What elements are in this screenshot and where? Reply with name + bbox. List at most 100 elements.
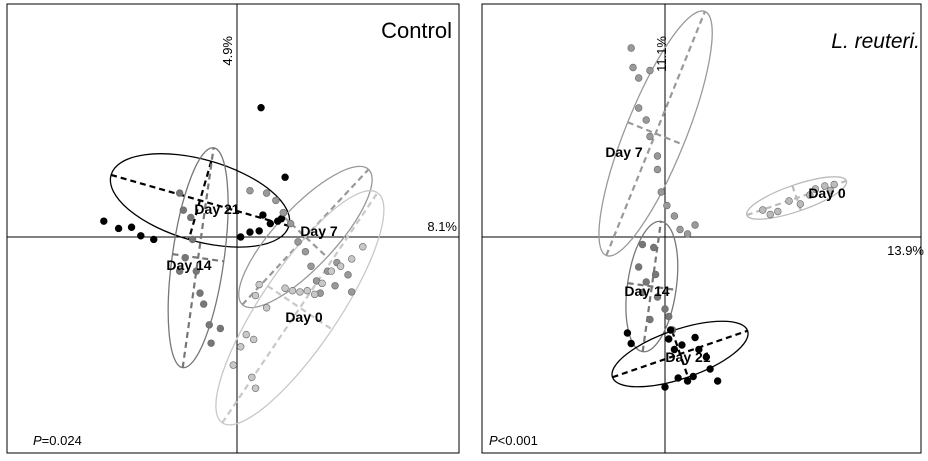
point-day-14	[192, 267, 201, 275]
point-day-0	[811, 185, 820, 193]
point-day-0	[348, 255, 356, 263]
point-day-14	[650, 243, 658, 252]
point-day-0	[759, 206, 767, 214]
point-day-7	[279, 208, 287, 217]
ellipse-minor-axis	[627, 121, 684, 146]
point-day-0	[796, 200, 805, 208]
p-value-label: P<0.001	[489, 433, 538, 448]
point-day-21	[259, 211, 267, 219]
point-day-7	[301, 247, 310, 256]
point-day-0	[251, 291, 260, 300]
point-day-14	[200, 300, 208, 308]
point-day-0	[336, 262, 345, 270]
group-label-day-14: Day 14	[624, 283, 669, 299]
point-day-7	[670, 212, 679, 220]
point-day-21	[127, 223, 136, 231]
point-day-7	[691, 221, 699, 229]
group-label-day-7: Day 7	[605, 144, 643, 160]
ellipse-minor-axis	[267, 285, 333, 331]
point-day-21	[246, 228, 254, 236]
point-day-7	[657, 188, 665, 196]
point-day-0	[288, 286, 297, 295]
point-day-21	[706, 365, 714, 373]
point-day-21	[100, 217, 108, 225]
point-day-14	[651, 270, 660, 279]
point-day-14	[216, 324, 225, 333]
point-day-21	[137, 232, 145, 240]
point-day-14	[179, 206, 188, 214]
point-day-21	[661, 383, 669, 391]
point-day-21	[150, 235, 158, 244]
point-day-0	[255, 280, 263, 289]
point-day-21	[114, 224, 123, 233]
point-day-0	[826, 186, 835, 195]
point-day-21	[702, 353, 711, 361]
point-day-14	[181, 254, 189, 262]
point-day-0	[242, 330, 250, 339]
point-day-14	[175, 267, 184, 275]
point-day-7	[627, 44, 635, 52]
x-axis-variance-label: 13.9%	[887, 243, 924, 258]
point-day-7	[646, 66, 654, 75]
point-day-7	[663, 201, 671, 210]
ellipse-day-0	[215, 190, 385, 426]
point-day-0	[303, 286, 311, 295]
point-day-0	[237, 343, 245, 351]
point-day-7	[286, 219, 295, 228]
point-day-21	[713, 377, 722, 385]
point-day-21	[665, 335, 673, 343]
p-symbol: P	[489, 433, 498, 448]
point-day-0	[229, 361, 238, 369]
ellipse-minor-axis	[187, 160, 213, 240]
point-day-14	[205, 321, 213, 329]
ellipse-minor-axis	[172, 253, 224, 263]
p-value: =0.024	[42, 433, 82, 448]
point-day-7	[262, 189, 271, 197]
point-day-21	[695, 345, 703, 354]
point-day-0	[359, 243, 367, 251]
point-day-0	[766, 210, 774, 219]
point-day-14	[665, 312, 673, 321]
point-day-21	[689, 372, 697, 381]
p-symbol: P	[33, 433, 42, 448]
point-day-0	[318, 279, 326, 288]
point-day-0	[311, 290, 319, 299]
ellipse-day-14	[167, 147, 229, 369]
point-day-14	[634, 263, 643, 271]
point-day-7	[294, 238, 302, 246]
point-day-14	[207, 339, 215, 347]
point-day-0	[806, 191, 814, 199]
point-day-21	[691, 333, 699, 342]
point-day-14	[187, 213, 195, 222]
point-day-7	[646, 132, 654, 141]
point-day-21	[670, 345, 679, 354]
point-day-21	[678, 341, 686, 349]
point-day-21	[683, 377, 692, 385]
group-label-day-21: Day 21	[194, 201, 239, 217]
point-day-0	[249, 335, 258, 344]
point-day-7	[348, 288, 356, 296]
point-day-7	[331, 282, 339, 290]
point-day-7	[629, 63, 637, 72]
point-day-7	[634, 104, 643, 112]
point-day-14	[642, 278, 650, 286]
panel-title: Control	[381, 18, 452, 43]
point-day-14	[638, 288, 647, 297]
ellipse-day-14	[625, 220, 679, 353]
point-day-21	[281, 173, 289, 181]
group-label-day-0: Day 0	[808, 185, 846, 201]
point-day-0	[785, 197, 793, 205]
point-day-21	[255, 227, 263, 235]
point-day-7	[653, 165, 662, 174]
point-day-7	[676, 225, 684, 234]
point-day-21	[623, 329, 632, 337]
point-day-21	[674, 374, 682, 382]
point-day-7	[683, 230, 692, 238]
point-day-0	[821, 182, 829, 190]
point-day-14	[638, 240, 647, 249]
point-day-7	[344, 271, 352, 279]
point-day-7	[307, 262, 315, 270]
ellipse-day-7	[598, 10, 713, 257]
point-day-21	[266, 219, 274, 228]
